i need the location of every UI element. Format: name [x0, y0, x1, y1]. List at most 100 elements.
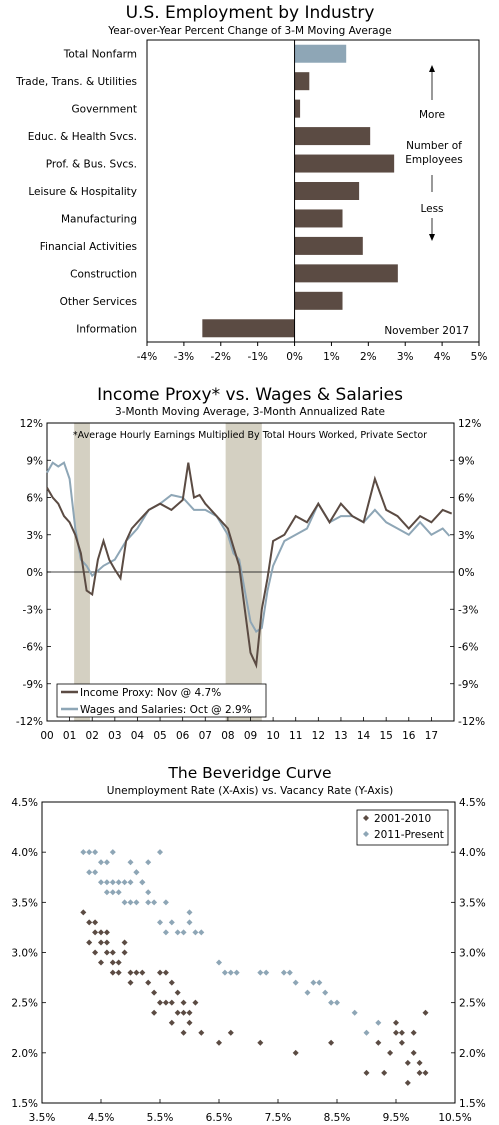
chart1-category-labels: Total Nonfarm Trade, Trans. & Utilities Go…	[15, 49, 137, 336]
y-tick-label-left: -12%	[16, 716, 43, 728]
point-series-0	[174, 1009, 181, 1016]
x-tick-label: -1%	[247, 351, 267, 363]
point-series-0	[168, 1019, 175, 1026]
point-series-0	[133, 969, 140, 976]
point-series-0	[98, 959, 104, 966]
x-tick-label: 07	[199, 730, 212, 742]
point-series-1	[133, 869, 140, 876]
chart2-legend-income-label: Income Proxy: Nov @ 4.7%	[80, 687, 221, 699]
y-tick-label-right: 2.0%	[459, 1048, 486, 1060]
x-tick-label: 0%	[286, 351, 303, 363]
x-tick-label: 5.5%	[147, 1112, 174, 1124]
point-series-0	[363, 1069, 370, 1076]
category-label-8: Construction	[70, 268, 137, 280]
x-tick-label: -3%	[174, 351, 194, 363]
y-tick-label-left: 9%	[26, 455, 43, 467]
point-series-0	[186, 1009, 193, 1016]
point-series-0	[115, 969, 122, 976]
chart2-legend	[56, 683, 267, 718]
bar-3	[294, 127, 371, 146]
point-series-0	[115, 959, 122, 966]
x-tick-label: 12	[312, 730, 325, 742]
x-tick-label: 15	[379, 730, 392, 742]
chart3-points	[80, 849, 429, 1086]
y-tick-label-left: 2.0%	[11, 1048, 38, 1060]
chart1-less-label: Less	[420, 203, 443, 215]
employment-bar-chart: U.S. Employment by Industry Year-over-Ye…	[15, 3, 487, 363]
point-series-0	[292, 1049, 299, 1056]
y-tick-label-right: 4.0%	[459, 847, 486, 859]
x-tick-label: 8.5%	[324, 1112, 351, 1124]
income-proxy-line-chart: Income Proxy* vs. Wages & Salaries 3-Mon…	[16, 385, 485, 742]
point-series-0	[86, 939, 93, 946]
y-tick-label-right: 1.5%	[459, 1098, 486, 1110]
x-tick-label: 16	[402, 730, 416, 742]
point-series-0	[103, 949, 110, 956]
point-series-1	[86, 849, 93, 856]
point-series-0	[375, 1039, 382, 1046]
point-series-0	[387, 1049, 394, 1056]
chart1-title: U.S. Employment by Industry	[126, 3, 375, 23]
x-tick-label: 4.5%	[88, 1112, 115, 1124]
point-series-0	[404, 1059, 411, 1066]
category-label-2: Government	[72, 104, 137, 116]
point-series-0	[151, 989, 158, 996]
x-tick-label: 08	[221, 730, 234, 742]
point-series-1	[304, 989, 311, 996]
point-series-0	[186, 1019, 193, 1026]
point-series-1	[328, 999, 335, 1006]
point-series-0	[162, 999, 169, 1006]
point-series-0	[98, 939, 104, 946]
chart1-down-arrow-icon	[429, 234, 435, 241]
point-series-1	[145, 899, 152, 906]
point-series-0	[98, 929, 104, 936]
point-series-1	[292, 979, 299, 986]
chart3-legend-2001-label: 2001-2010	[374, 813, 431, 825]
chart3-title: The Beveridge Curve	[167, 764, 331, 782]
category-label-9: Other Services	[60, 296, 137, 308]
point-series-0	[381, 1069, 388, 1076]
y-tick-label-right: -3%	[458, 604, 478, 616]
bar-0	[294, 44, 347, 63]
point-series-1	[115, 879, 122, 886]
point-series-1	[157, 919, 163, 926]
point-series-0	[192, 999, 199, 1006]
point-series-1	[227, 969, 234, 976]
x-tick-label: 4%	[434, 351, 451, 363]
point-series-0	[109, 969, 116, 976]
y-tick-label-right: 6%	[458, 493, 475, 505]
point-series-1	[334, 999, 340, 1006]
y-tick-label-right: -9%	[458, 679, 478, 691]
category-label-3: Educ. & Health Svcs.	[28, 131, 137, 143]
point-series-1	[233, 969, 240, 976]
y-tick-label-left: -9%	[23, 679, 43, 691]
chart2-note: *Average Hourly Earnings Multiplied By T…	[73, 430, 427, 441]
point-series-1	[168, 919, 175, 926]
x-tick-label: 06	[176, 730, 190, 742]
point-series-0	[162, 969, 169, 976]
point-series-1	[92, 849, 99, 856]
beveridge-scatter-chart: The Beveridge Curve Unemployment Rate (X…	[11, 764, 485, 1124]
chart3-y-tick-labels: 4.5% 4.5% 4.0% 4.0% 3.5% 3.5% 3.0% 3.0% 2.5% 2.5%…	[11, 797, 485, 1110]
bar-1	[294, 72, 310, 91]
bar-9	[294, 291, 343, 310]
chart3-legend	[356, 809, 449, 846]
point-series-1	[145, 859, 152, 866]
point-series-1	[375, 1019, 382, 1026]
x-tick-label: 02	[86, 730, 99, 742]
y-tick-label-right: -6%	[458, 642, 478, 654]
point-series-0	[109, 949, 116, 956]
y-tick-label-left: 2.5%	[11, 998, 38, 1010]
x-tick-label: -2%	[211, 351, 231, 363]
point-series-1	[98, 859, 104, 866]
point-series-0	[92, 919, 99, 926]
chart1-plot-frame	[146, 39, 480, 343]
point-series-1	[192, 929, 199, 936]
chart2-subtitle: 3-Month Moving Average, 3-Month Annualiz…	[115, 406, 385, 418]
point-series-0	[86, 919, 93, 926]
point-series-0	[145, 979, 152, 986]
point-series-0	[422, 1009, 429, 1016]
point-series-1	[86, 869, 93, 876]
chart3-x-tick-labels: 3.5% 4.5% 5.5% 6.5% 7.5% 8.5% 9.5% 10.5%	[29, 1099, 472, 1124]
point-series-1	[98, 879, 104, 886]
